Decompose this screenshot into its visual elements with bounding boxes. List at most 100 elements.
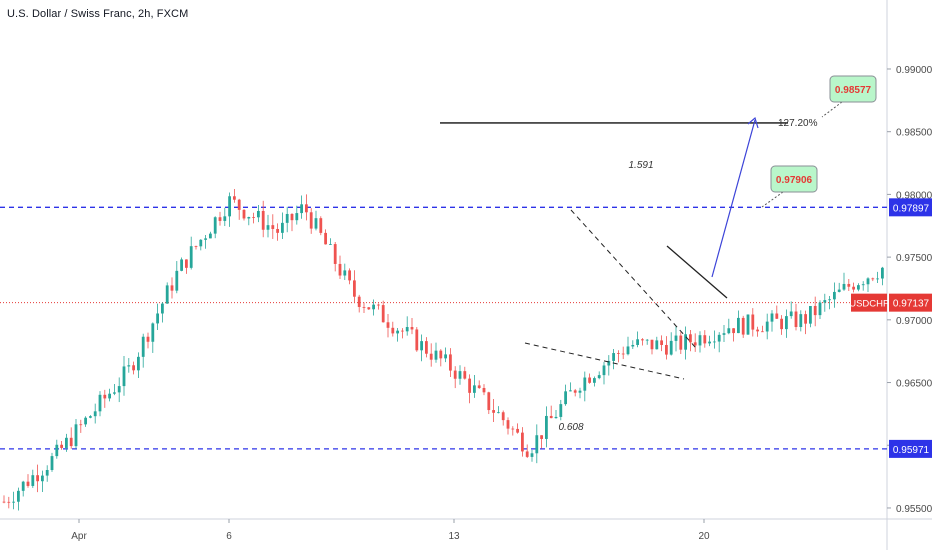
candle-body	[367, 307, 371, 310]
candle-body	[26, 481, 30, 486]
candle-body	[703, 335, 707, 344]
candle-body	[93, 411, 97, 417]
candle-body	[439, 350, 443, 359]
price-tick-label: 0.97500	[896, 253, 932, 264]
candle-body	[17, 490, 20, 502]
candle-body	[626, 346, 630, 355]
candle-body	[487, 392, 491, 411]
current-price-tag	[889, 293, 932, 312]
candle-body	[463, 371, 467, 379]
candle-body	[285, 213, 289, 223]
candle-body	[631, 344, 635, 347]
candle-body	[636, 339, 639, 345]
candle-body	[641, 339, 644, 341]
callout-pointer	[761, 191, 784, 208]
candle-body	[113, 392, 116, 394]
candle-body	[717, 334, 721, 342]
candle-body	[161, 303, 164, 314]
chart-title: U.S. Dollar / Swiss Franc, 2h, FXCM	[7, 8, 189, 20]
candle-body	[247, 217, 251, 219]
candle-body	[122, 366, 126, 387]
candles	[2, 189, 884, 511]
time-tick-label: 20	[698, 531, 710, 542]
candle-body	[329, 244, 332, 245]
candle-body	[713, 341, 716, 343]
target-callout-box	[770, 165, 818, 193]
candle-body	[813, 305, 817, 316]
candle-body	[785, 316, 788, 330]
extension-label: 127.20%	[778, 118, 818, 129]
candle-body	[645, 339, 649, 341]
candle-body	[65, 437, 68, 448]
ratio-label-xd: 0.608	[558, 422, 583, 433]
candle-body	[156, 313, 159, 324]
candle-body	[98, 394, 102, 412]
candle-body	[775, 313, 779, 319]
candle-body	[415, 329, 419, 351]
price-tags: 0.97897 0.95971 USDCHF 0.97137	[849, 198, 932, 458]
candle-body	[194, 246, 198, 247]
candle-body	[746, 314, 750, 335]
candle-body	[357, 296, 361, 307]
candle-body	[593, 378, 596, 383]
candle-body	[117, 386, 121, 393]
candle-body	[828, 299, 831, 301]
candle-body	[108, 393, 111, 399]
candle-body	[545, 415, 548, 439]
candle-body	[573, 390, 577, 393]
candle-body	[276, 228, 279, 233]
candle-body	[175, 270, 179, 291]
candle-body	[237, 199, 241, 210]
candle-body	[837, 289, 841, 292]
candle-body	[213, 217, 217, 234]
candle-body	[506, 420, 510, 429]
level-price-tag	[889, 439, 932, 458]
candle-body	[525, 451, 529, 457]
candle-body	[847, 283, 851, 287]
candle-body	[425, 341, 428, 354]
target-callout-label: 0.97906	[776, 175, 813, 186]
candle-body	[674, 335, 678, 341]
candle-body	[809, 305, 812, 324]
candle-body	[89, 416, 92, 418]
candle-body	[420, 341, 423, 351]
candle-body	[617, 353, 620, 354]
candle-body	[612, 353, 615, 361]
candle-body	[857, 285, 860, 290]
candle-body	[866, 278, 870, 285]
candle-body	[266, 225, 270, 230]
candle-body	[290, 213, 294, 221]
candle-body	[833, 291, 836, 300]
candle-body	[60, 444, 63, 448]
candle-body	[689, 334, 692, 343]
candle-body	[204, 238, 207, 240]
candle-body	[338, 263, 342, 276]
candle-body	[84, 417, 87, 425]
candle-body	[449, 354, 452, 371]
candle-body	[305, 204, 308, 213]
candle-body	[141, 336, 145, 357]
candle-body	[12, 501, 15, 503]
candle-body	[708, 341, 711, 344]
target-callout-box	[829, 75, 877, 103]
candle-body	[727, 328, 731, 334]
candle-body	[477, 385, 481, 388]
candle-body	[218, 217, 222, 221]
candle-body	[655, 340, 659, 350]
candle-body	[497, 412, 500, 414]
candle-body	[362, 306, 366, 308]
candle-body	[660, 340, 663, 345]
candle-body	[521, 432, 524, 452]
candle-body	[679, 335, 683, 350]
candle-body	[324, 232, 327, 245]
candle-body	[314, 218, 318, 229]
candle-body	[7, 501, 11, 503]
time-tick-label: 6	[226, 531, 232, 542]
candle-body	[780, 318, 783, 330]
candle-body	[55, 444, 59, 457]
candle-body	[482, 387, 486, 393]
candle-body	[295, 213, 299, 221]
level-price-tag-label: 0.95971	[893, 445, 930, 456]
candle-body	[578, 390, 582, 393]
